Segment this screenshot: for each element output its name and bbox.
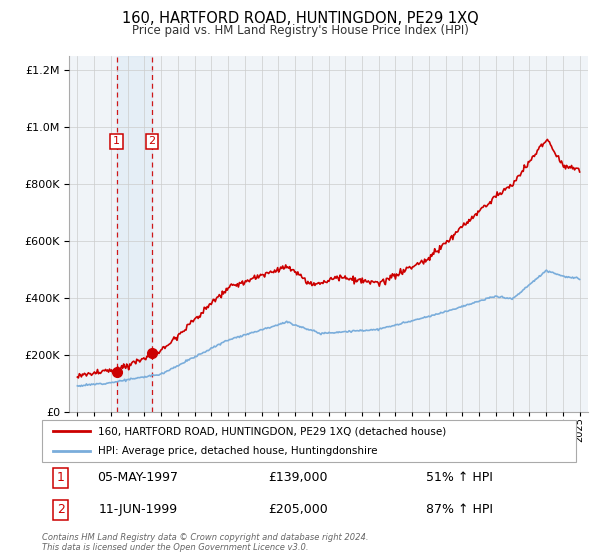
Bar: [117, 56, 152, 412]
Text: 87% ↑ HPI: 87% ↑ HPI: [427, 503, 493, 516]
Text: 05-MAY-1997: 05-MAY-1997: [98, 471, 179, 484]
Text: £205,000: £205,000: [268, 503, 328, 516]
Text: Price paid vs. HM Land Registry's House Price Index (HPI): Price paid vs. HM Land Registry's House …: [131, 24, 469, 37]
Text: 1: 1: [113, 136, 120, 146]
Text: 1: 1: [57, 471, 65, 484]
Text: 2: 2: [57, 503, 65, 516]
Text: £139,000: £139,000: [269, 471, 328, 484]
Text: 2: 2: [148, 136, 155, 146]
Text: 51% ↑ HPI: 51% ↑ HPI: [427, 471, 493, 484]
Text: 160, HARTFORD ROAD, HUNTINGDON, PE29 1XQ: 160, HARTFORD ROAD, HUNTINGDON, PE29 1XQ: [122, 11, 478, 26]
Text: 160, HARTFORD ROAD, HUNTINGDON, PE29 1XQ (detached house): 160, HARTFORD ROAD, HUNTINGDON, PE29 1XQ…: [98, 426, 446, 436]
Text: HPI: Average price, detached house, Huntingdonshire: HPI: Average price, detached house, Hunt…: [98, 446, 377, 456]
Text: 11-JUN-1999: 11-JUN-1999: [98, 503, 178, 516]
Text: This data is licensed under the Open Government Licence v3.0.: This data is licensed under the Open Gov…: [42, 543, 308, 552]
Text: Contains HM Land Registry data © Crown copyright and database right 2024.: Contains HM Land Registry data © Crown c…: [42, 533, 368, 542]
